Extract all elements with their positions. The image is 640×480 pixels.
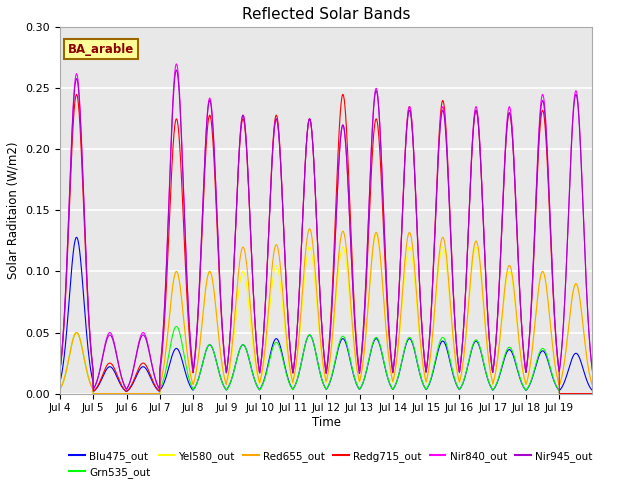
Nir945_out bbox=[395, 298, 403, 304]
Red655_out bbox=[476, 254, 483, 260]
Blu475_out bbox=[166, 362, 173, 368]
Blu475_out bbox=[589, 388, 596, 394]
Grn535_out bbox=[583, 391, 591, 396]
Red655_out bbox=[589, 383, 596, 388]
Grn535_out bbox=[476, 343, 483, 348]
Yel580_out bbox=[56, 386, 64, 392]
Text: BA_arable: BA_arable bbox=[68, 43, 134, 56]
Nir840_out bbox=[173, 61, 180, 67]
Redg715_out bbox=[72, 92, 80, 97]
Nir840_out bbox=[508, 115, 515, 121]
Blu475_out bbox=[56, 379, 64, 384]
Nir945_out bbox=[90, 386, 97, 392]
Nir945_out bbox=[476, 137, 483, 143]
Redg715_out bbox=[394, 300, 402, 306]
Line: Grn535_out: Grn535_out bbox=[60, 326, 593, 394]
Nir840_out bbox=[395, 297, 403, 303]
Red655_out bbox=[508, 268, 515, 274]
Line: Nir945_out: Nir945_out bbox=[60, 70, 593, 389]
Yel580_out bbox=[508, 274, 515, 279]
Nir945_out bbox=[56, 367, 64, 372]
Nir840_out bbox=[165, 190, 173, 195]
Grn535_out bbox=[173, 324, 180, 329]
Nir840_out bbox=[476, 133, 483, 139]
Line: Blu475_out: Blu475_out bbox=[60, 237, 593, 392]
Redg715_out bbox=[508, 120, 515, 125]
Grn535_out bbox=[395, 372, 403, 378]
Red655_out bbox=[442, 245, 449, 251]
Redg715_out bbox=[556, 391, 563, 396]
Line: Redg715_out: Redg715_out bbox=[60, 95, 593, 394]
Blu475_out bbox=[508, 348, 515, 354]
Blu475_out bbox=[90, 389, 97, 395]
Grn535_out bbox=[442, 338, 449, 344]
Nir945_out bbox=[442, 127, 449, 132]
Red655_out bbox=[395, 338, 403, 344]
Line: Yel580_out: Yel580_out bbox=[60, 235, 593, 394]
Yel580_out bbox=[442, 254, 449, 260]
Yel580_out bbox=[476, 259, 483, 265]
Blu475_out bbox=[72, 234, 80, 240]
Nir840_out bbox=[56, 367, 64, 372]
X-axis label: Time: Time bbox=[312, 416, 340, 429]
Blu475_out bbox=[583, 378, 591, 384]
Yel580_out bbox=[90, 391, 97, 396]
Grn535_out bbox=[56, 386, 64, 392]
Redg715_out bbox=[589, 391, 596, 396]
Yel580_out bbox=[165, 316, 173, 322]
Red655_out bbox=[56, 386, 64, 392]
Nir945_out bbox=[508, 121, 515, 127]
Red655_out bbox=[90, 391, 97, 396]
Grn535_out bbox=[90, 391, 97, 396]
Nir945_out bbox=[589, 368, 596, 374]
Redg715_out bbox=[165, 223, 173, 229]
Red655_out bbox=[306, 226, 314, 232]
Nir840_out bbox=[442, 123, 449, 129]
Yel580_out bbox=[589, 383, 596, 388]
Blu475_out bbox=[476, 344, 483, 349]
Nir840_out bbox=[90, 386, 97, 392]
Yel580_out bbox=[395, 343, 403, 348]
Nir945_out bbox=[583, 293, 591, 299]
Nir840_out bbox=[589, 368, 596, 373]
Red655_out bbox=[583, 355, 591, 360]
Redg715_out bbox=[56, 368, 64, 374]
Yel580_out bbox=[372, 232, 380, 238]
Redg715_out bbox=[442, 116, 449, 121]
Nir840_out bbox=[583, 292, 591, 298]
Nir945_out bbox=[165, 193, 173, 199]
Redg715_out bbox=[476, 134, 483, 140]
Grn535_out bbox=[165, 350, 173, 356]
Redg715_out bbox=[583, 391, 591, 396]
Yel580_out bbox=[583, 355, 591, 360]
Line: Red655_out: Red655_out bbox=[60, 229, 593, 394]
Grn535_out bbox=[508, 346, 515, 352]
Grn535_out bbox=[589, 391, 596, 396]
Red655_out bbox=[165, 316, 173, 322]
Legend: Blu475_out, Grn535_out, Yel580_out, Red655_out, Redg715_out, Nir840_out, Nir945_: Blu475_out, Grn535_out, Yel580_out, Red6… bbox=[65, 446, 596, 480]
Y-axis label: Solar Raditaion (W/m2): Solar Raditaion (W/m2) bbox=[7, 142, 20, 279]
Nir945_out bbox=[173, 67, 180, 73]
Blu475_out bbox=[442, 342, 449, 348]
Title: Reflected Solar Bands: Reflected Solar Bands bbox=[242, 7, 410, 22]
Line: Nir840_out: Nir840_out bbox=[60, 64, 593, 389]
Blu475_out bbox=[395, 373, 403, 379]
